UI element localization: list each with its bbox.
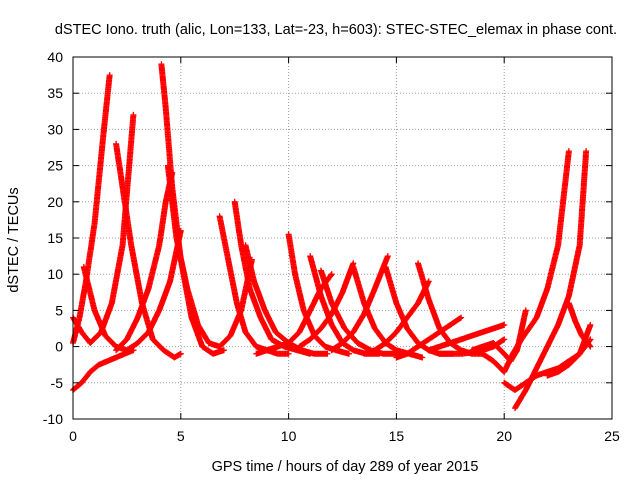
series-marker-path — [231, 198, 314, 357]
series-arc-23 — [425, 321, 508, 354]
series-arc-10 — [231, 198, 314, 357]
series-marker-path — [242, 242, 331, 357]
x-tick-label: 5 — [177, 428, 185, 444]
series-arc-9 — [216, 213, 292, 357]
series-marker-path — [512, 148, 590, 412]
data-marks — [70, 61, 594, 412]
y-axis-label: dSTEC / TECUs — [6, 187, 22, 292]
y-tick-label: 10 — [47, 266, 63, 282]
y-tick-label: 35 — [47, 85, 63, 101]
series-arc-30 — [565, 300, 594, 350]
y-tick-label: 25 — [47, 158, 63, 174]
y-tick-label: 0 — [55, 339, 63, 355]
series-marker-path — [80, 227, 184, 354]
series-arc-5 — [80, 227, 184, 354]
series-marker-path — [565, 300, 594, 350]
x-tick-label: 20 — [496, 428, 512, 444]
y-tick-label: 20 — [47, 194, 63, 210]
series-arc-16 — [296, 260, 357, 350]
axis-ticks: 0 5 10 15 20 25 -10 -5 0 5 10 15 20 25 30 35 40 — [43, 49, 620, 444]
series-arc-22 — [393, 314, 465, 361]
series-arc-2 — [70, 347, 137, 393]
series-arc-11 — [242, 242, 331, 357]
series-marker-path — [393, 314, 465, 361]
y-tick-label: 40 — [47, 49, 63, 65]
series-arc-8 — [164, 162, 255, 350]
series-marker-path — [479, 148, 572, 375]
x-axis-label: GPS time / hours of day 289 of year 2015 — [212, 459, 479, 475]
y-tick-label: -10 — [43, 411, 63, 427]
series-marker-path — [216, 213, 292, 357]
series-marker-path — [70, 347, 137, 393]
series-marker-path — [164, 162, 255, 350]
y-tick-label: 5 — [55, 302, 63, 318]
x-tick-label: 15 — [389, 428, 405, 444]
y-tick-label: 30 — [47, 121, 63, 137]
series-arc-26 — [479, 148, 572, 375]
y-tick-label: -5 — [51, 375, 64, 391]
plot-frame — [72, 56, 613, 420]
grid-lines — [73, 57, 612, 419]
series-marker-path — [296, 260, 357, 350]
chart-title: dSTEC Iono. truth (alic, Lon=133, Lat=-2… — [55, 22, 617, 38]
series-marker-path — [113, 169, 176, 354]
series-arc-28 — [512, 148, 590, 412]
x-tick-label: 25 — [604, 428, 620, 444]
x-tick-label: 0 — [69, 428, 77, 444]
y-tick-label: 15 — [47, 230, 63, 246]
series-arc-7 — [113, 169, 176, 354]
x-tick-label: 10 — [281, 428, 297, 444]
series-marker-path — [425, 321, 508, 354]
